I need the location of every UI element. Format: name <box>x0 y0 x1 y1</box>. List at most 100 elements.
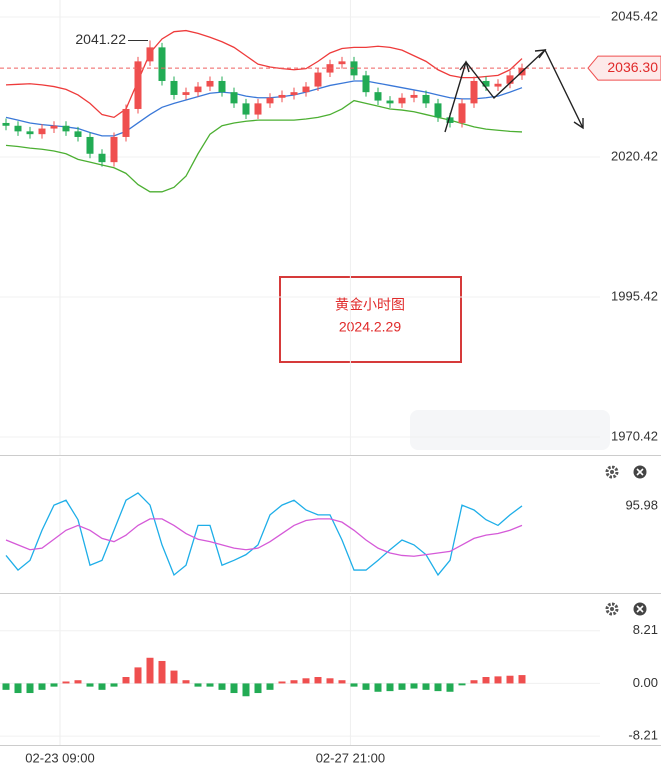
candle-body <box>470 80 478 104</box>
x-tick-label: 02-23 09:00 <box>25 750 94 765</box>
histogram-bar <box>326 678 334 684</box>
histogram-bar <box>170 670 178 684</box>
histogram-bar <box>290 680 298 684</box>
histogram-bar <box>182 680 190 684</box>
candle-body <box>50 125 58 129</box>
candle-body <box>218 80 226 93</box>
histogram-bar <box>470 680 478 684</box>
blurred-watermark <box>410 410 610 450</box>
histogram-bar <box>350 683 358 687</box>
close-icon[interactable] <box>633 465 647 479</box>
histogram-bar <box>314 677 322 684</box>
candle-body <box>110 136 118 163</box>
candle-body <box>26 131 34 135</box>
candle-body <box>434 103 442 118</box>
histogram-bar <box>50 683 58 687</box>
histogram-bar <box>374 683 382 692</box>
candle-body <box>422 94 430 104</box>
histogram-bar <box>278 681 286 684</box>
histogram-bar <box>422 683 430 690</box>
y-tick-label: 2020.42 <box>611 148 658 163</box>
y-tick-label: 1995.42 <box>611 288 658 303</box>
histogram-bar <box>482 677 490 684</box>
candle-body <box>98 153 106 163</box>
last-price-box <box>587 55 661 81</box>
candle-body <box>398 97 406 104</box>
histogram-bar <box>218 683 226 690</box>
close-icon[interactable] <box>633 602 647 616</box>
histogram-bar <box>14 683 22 694</box>
candle-body <box>230 92 238 104</box>
candle-body <box>254 103 262 115</box>
candle-body <box>158 47 166 81</box>
note-title: 黄金小时图 <box>335 297 405 313</box>
gear-icon[interactable] <box>605 602 619 616</box>
candle-body <box>386 100 394 104</box>
note-date: 2024.2.29 <box>339 319 401 335</box>
y-tick-label: 0.00 <box>633 675 658 690</box>
histogram-bar <box>266 683 274 690</box>
candle-body <box>278 94 286 98</box>
candle-body <box>14 125 22 132</box>
candle-body <box>146 47 154 62</box>
histogram-bar <box>446 683 454 692</box>
histogram-bar <box>518 675 526 684</box>
histogram-bar <box>434 683 442 692</box>
histogram-bar <box>302 678 310 684</box>
histogram-bar <box>74 680 82 684</box>
candle-body <box>206 80 214 87</box>
candle-body <box>410 94 418 98</box>
histogram-bar <box>146 657 154 684</box>
histogram-bar <box>398 683 406 690</box>
candle-body <box>194 86 202 93</box>
histogram-bar <box>122 677 130 684</box>
series-line <box>5 80 523 137</box>
histogram-bar <box>158 660 166 684</box>
candle-body <box>494 83 502 87</box>
note-box <box>279 276 462 363</box>
histogram-bar <box>410 683 418 689</box>
histogram-bar <box>26 683 34 694</box>
histogram-bar <box>362 683 370 690</box>
candle-body <box>170 80 178 95</box>
last-value-label: 95.98 <box>625 497 658 512</box>
histogram-bar <box>230 683 238 694</box>
candle-body <box>338 61 346 65</box>
candle-body <box>362 75 370 93</box>
histogram-bar <box>338 680 346 684</box>
candle-body <box>482 80 490 87</box>
y-tick-label: 2045.42 <box>611 8 658 23</box>
x-tick-label: 02-27 21:00 <box>316 750 385 765</box>
candle-body <box>302 86 310 93</box>
candle-body <box>242 103 250 115</box>
histogram-bar <box>2 683 10 690</box>
candle-body <box>374 92 382 101</box>
candle-body <box>62 125 70 132</box>
candle-body <box>182 92 190 95</box>
histogram-bar <box>194 683 202 687</box>
candle-body <box>458 103 466 123</box>
candle-body <box>290 92 298 95</box>
gear-icon[interactable] <box>605 465 619 479</box>
histogram-bar <box>110 683 118 687</box>
histogram-bar <box>134 667 142 684</box>
histogram-bar <box>458 683 466 686</box>
y-tick-label: -8.21 <box>628 728 658 743</box>
candle-body <box>134 61 142 109</box>
drawn-arrows <box>444 48 584 133</box>
histogram-bar <box>254 683 262 694</box>
histogram-bar <box>38 683 46 690</box>
series-line <box>5 492 523 577</box>
histogram-bar <box>494 676 502 684</box>
histogram-bar <box>506 675 514 684</box>
histogram-bar <box>206 683 214 687</box>
peak-label: 2041.22 <box>75 31 126 47</box>
histogram-bar <box>386 683 394 692</box>
candle-body <box>506 75 514 84</box>
y-tick-label: 1970.42 <box>611 428 658 443</box>
candle-body <box>266 97 274 104</box>
candle-body <box>446 117 454 123</box>
candle-body <box>74 131 82 137</box>
